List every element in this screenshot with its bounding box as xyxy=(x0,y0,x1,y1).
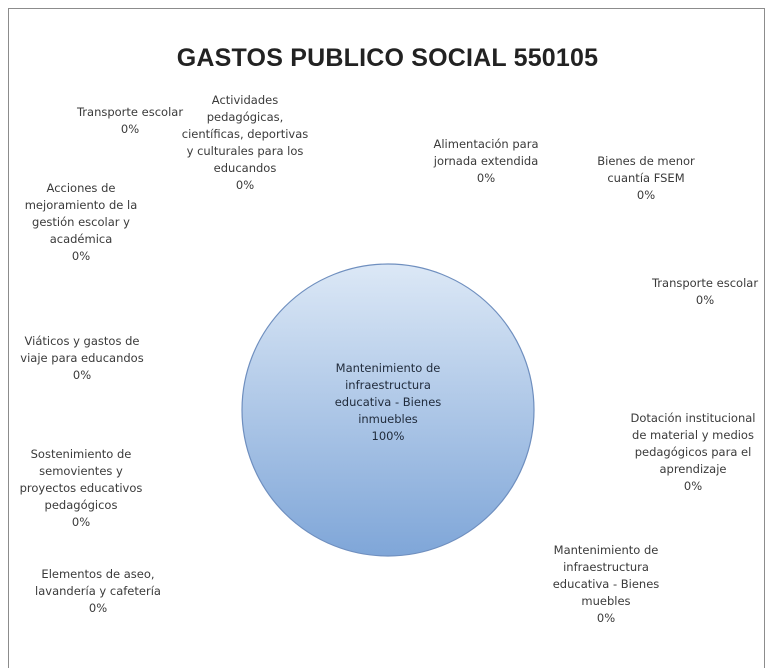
pie-slice-mantenimiento-inmuebles[interactable] xyxy=(241,263,535,557)
label-viaticos: Viáticos y gastos de viaje para educando… xyxy=(20,334,144,382)
label-alimentacion-jornada: Alimentación para jornada extendida 0% xyxy=(433,137,539,185)
label-mantenimiento-inmuebles: Mantenimiento de infraestructura educati… xyxy=(334,361,442,443)
label-transporte-escolar-2: Transporte escolar 0% xyxy=(651,276,759,307)
label-acciones-mejoramiento: Acciones de mejoramiento de la gestión e… xyxy=(24,181,138,263)
label-elementos-aseo: Elementos de aseo, lavandería y cafeterí… xyxy=(35,567,161,615)
label-actividades-pedagogicas: Actividades pedagógicas, científicas, de… xyxy=(181,93,309,192)
label-mantenimiento-muebles: Mantenimiento de infraestructura educati… xyxy=(552,543,660,625)
label-transporte-escolar-1: Transporte escolar 0% xyxy=(76,105,184,136)
label-bienes-menor-cuantia: Bienes de menor cuantía FSEM 0% xyxy=(597,154,695,202)
label-sostenimiento-semovientes: Sostenimiento de semovientes y proyectos… xyxy=(19,447,143,529)
label-dotacion-institucional: Dotación institucional de material y med… xyxy=(630,411,756,493)
chart-title: GASTOS PUBLICO SOCIAL 550105 xyxy=(176,44,599,72)
pie-chart xyxy=(241,263,535,557)
